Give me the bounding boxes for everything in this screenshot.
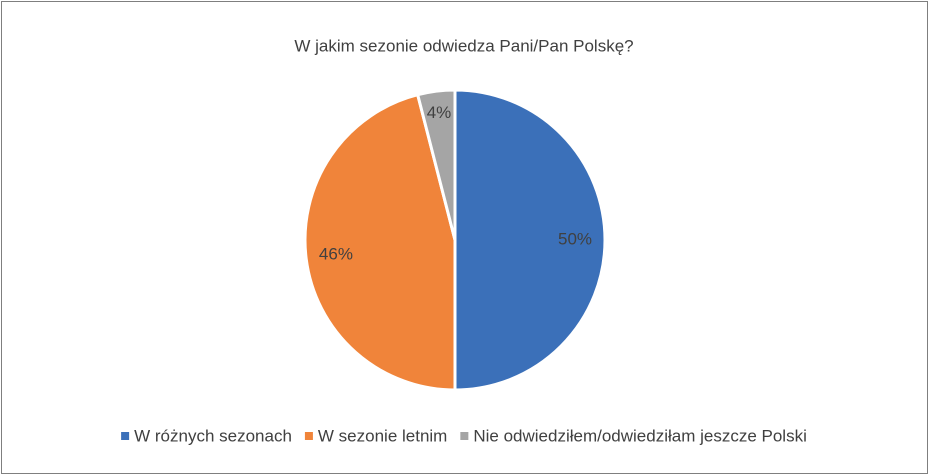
pie-slice [303, 92, 457, 392]
data-label: 4% [427, 103, 452, 122]
pie-slice [453, 88, 607, 392]
legend-swatch [121, 432, 130, 440]
legend-label: Nie odwiedziłem/odwiedziłam jeszcze Pols… [473, 426, 807, 445]
chart-title: W jakim sezonie odwiedza Pani/Pan Polskę… [294, 36, 633, 55]
legend-label: W sezonie letnim [318, 426, 447, 445]
data-label: 46% [319, 245, 353, 264]
legend-label: W różnych sezonach [134, 426, 292, 445]
legend-swatch [460, 432, 469, 440]
legend-swatch [304, 432, 313, 440]
pie-slice [415, 88, 457, 241]
data-label: 50% [558, 229, 592, 248]
